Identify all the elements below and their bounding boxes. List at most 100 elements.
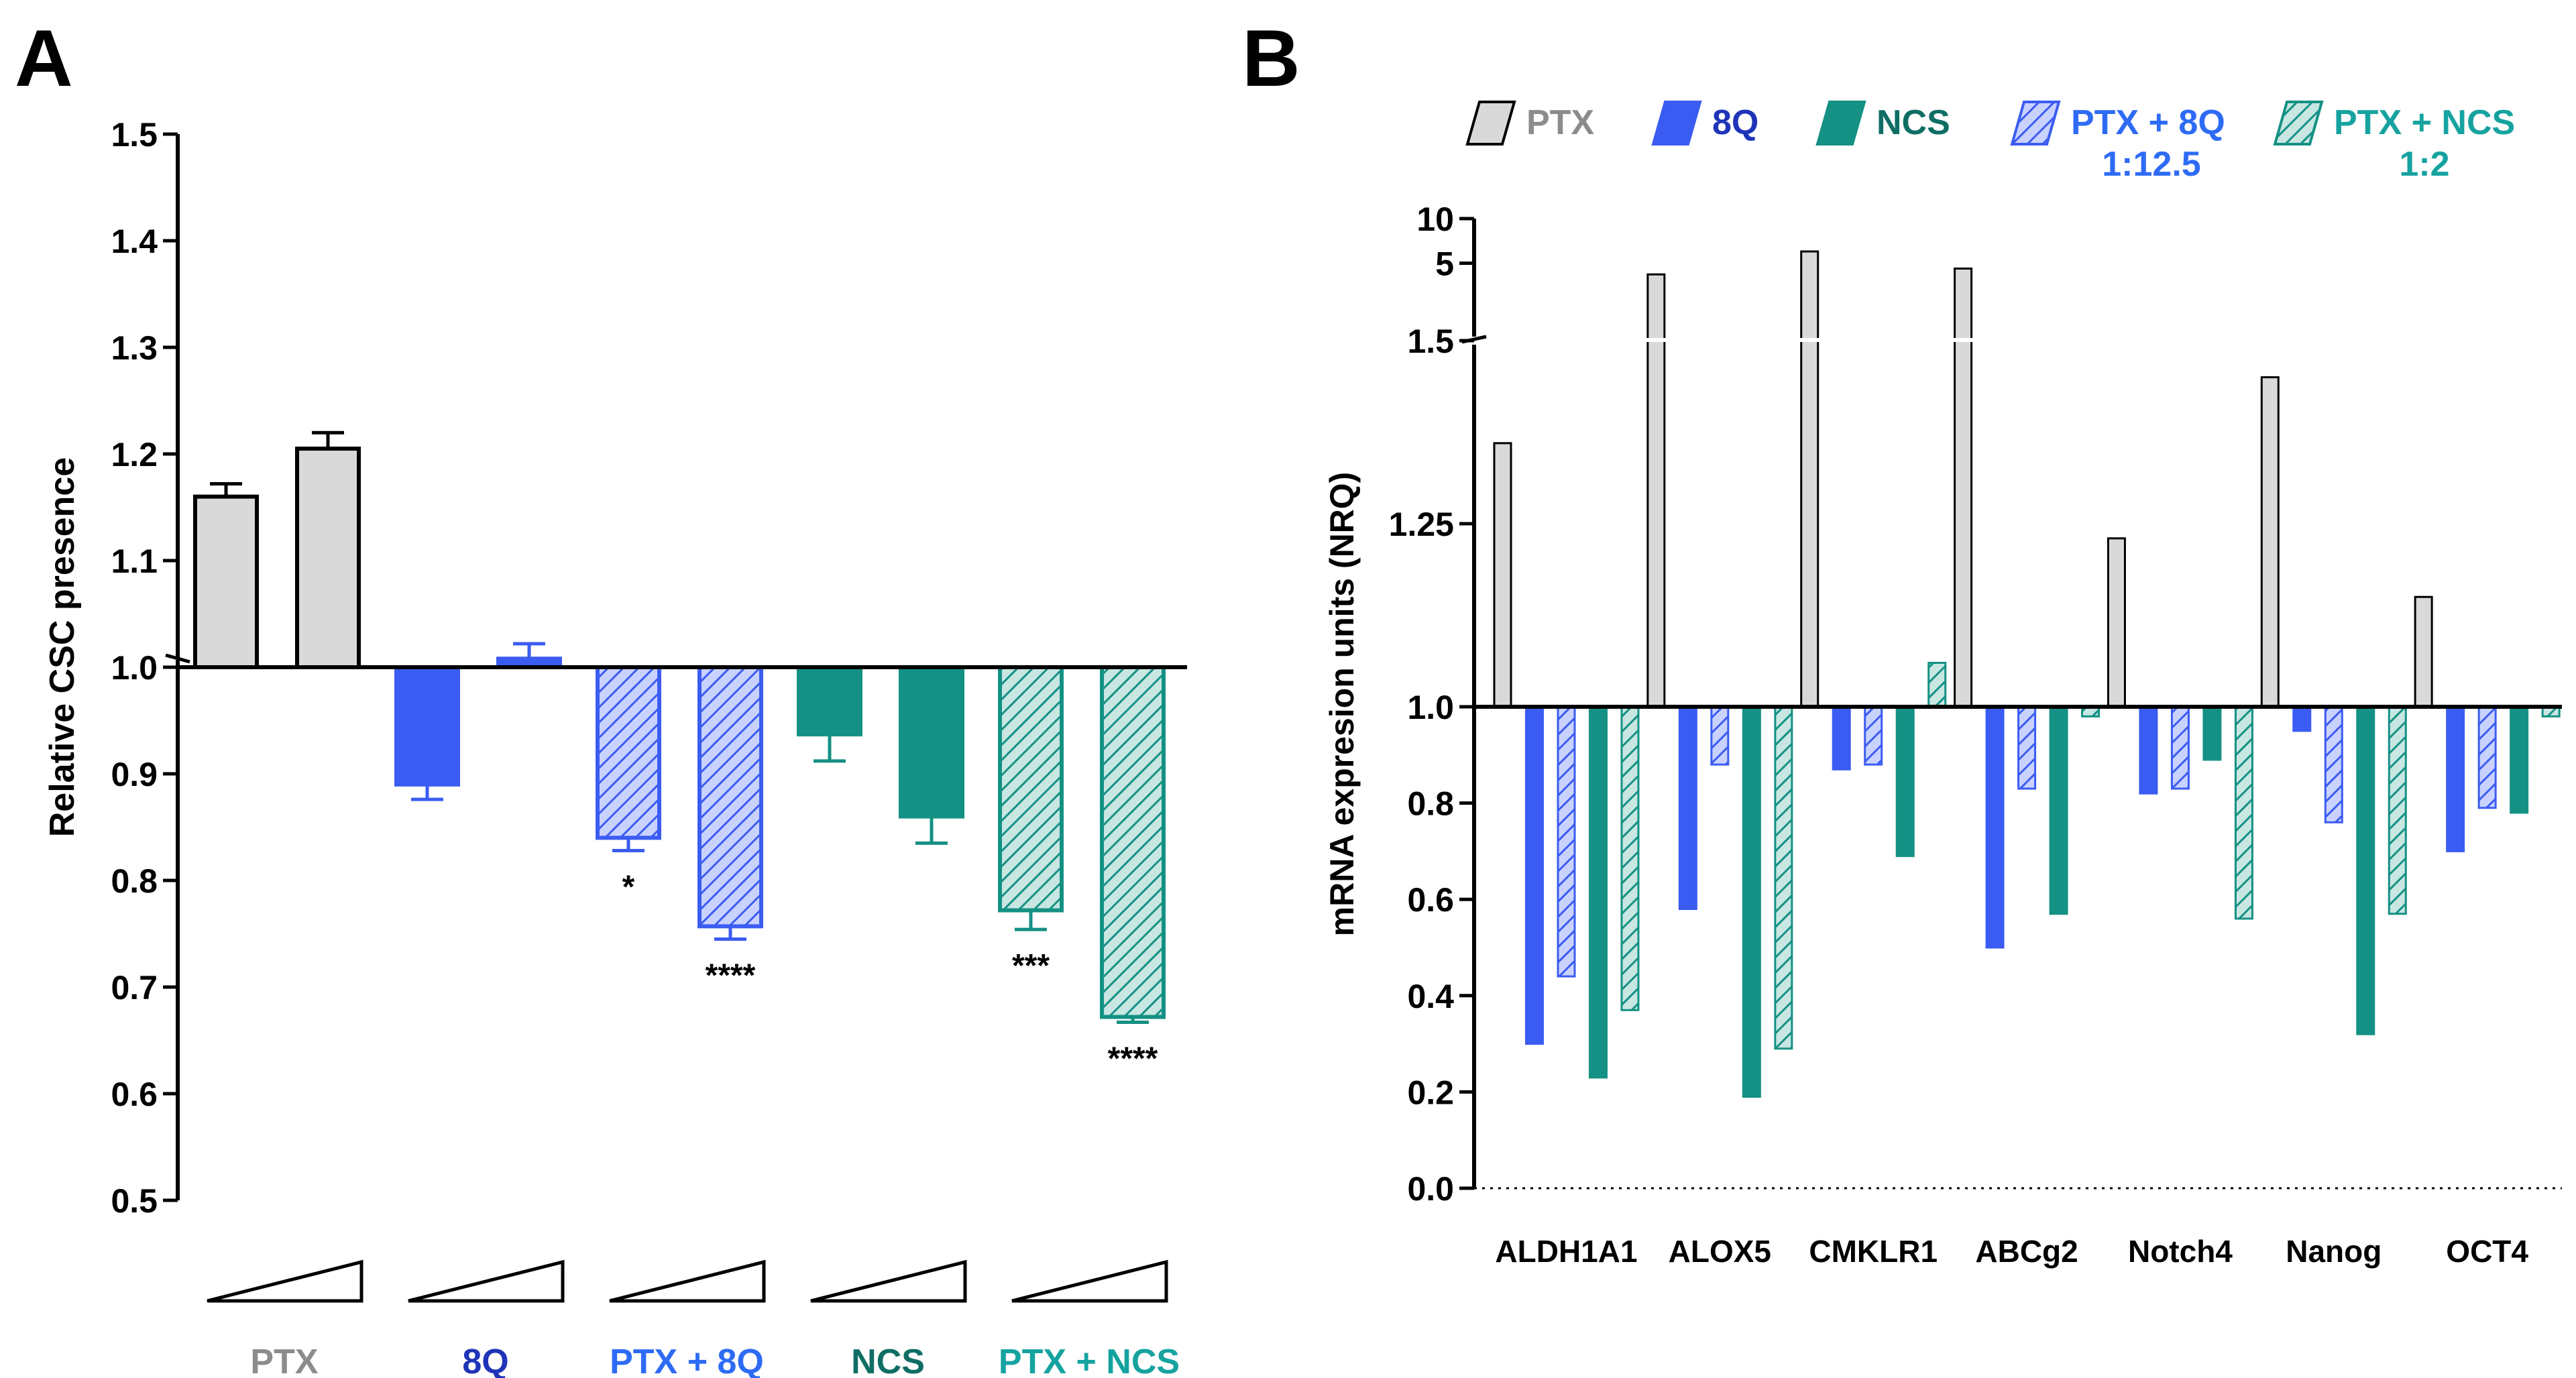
panel-a-ytick-label: 1.2 bbox=[111, 436, 158, 473]
panel-a-significance: **** bbox=[706, 958, 756, 993]
panel-a-label: A bbox=[15, 13, 73, 103]
panel-b-category-label: ABCg2 bbox=[1975, 1234, 2078, 1269]
panel-b-bar bbox=[1927, 661, 1947, 708]
panel-b-legend-swatch bbox=[1465, 101, 1516, 146]
panel-b-legend-swatch bbox=[1651, 101, 1702, 146]
panel-b-bar bbox=[2170, 705, 2190, 790]
panel-b-bar bbox=[1742, 705, 1761, 1098]
panel-b-legend-swatch bbox=[2273, 101, 2324, 146]
panel-b-category-label: Notch4 bbox=[2128, 1234, 2233, 1269]
panel-b-bar bbox=[2356, 705, 2375, 1035]
panel-b-bar bbox=[2017, 705, 2037, 790]
panel-b-bar bbox=[1800, 250, 1819, 708]
panel-b-ytick-label: 5 bbox=[1435, 245, 1454, 282]
panel-a-ytick-label: 1.4 bbox=[111, 223, 158, 260]
panel-b-bar-break bbox=[1799, 338, 1820, 342]
panel-a-group-label: PTX bbox=[250, 1342, 318, 1378]
panel-b-bar bbox=[2446, 705, 2465, 852]
panel-b-ytick-label: 0.6 bbox=[1407, 881, 1454, 919]
panel-b-ytick-label: 0.2 bbox=[1407, 1074, 1454, 1111]
panel-a-ytick-label: 0.5 bbox=[111, 1182, 158, 1220]
panel-b-ytick-label: 0.8 bbox=[1407, 785, 1454, 823]
panel-b-chart: mRNA expresion units (NRQ) 0.0 0.2 0.4 0.6 0… bbox=[1323, 101, 2562, 1269]
panel-b-legend-label-2: 1:2 bbox=[2399, 145, 2449, 184]
panel-a-dose-triangle bbox=[1011, 1259, 1168, 1303]
panel-a-group-label: PTX + 8Q bbox=[610, 1342, 764, 1378]
panel-b-category-label: CMKLR1 bbox=[1809, 1234, 1938, 1269]
panel-a-bar bbox=[1100, 665, 1166, 1019]
panel-a-ylabel: Relative CSC presence bbox=[43, 457, 82, 838]
panel-b-ylabel: mRNA expresion units (NRQ) bbox=[1323, 472, 1361, 937]
panel-b-ytick-label: 10 bbox=[1416, 200, 1454, 238]
panel-b-bar bbox=[2234, 705, 2253, 920]
panel-b-bar bbox=[1774, 705, 1793, 1050]
panel-a-dose-triangle bbox=[609, 1259, 766, 1303]
panel-a-dose-triangle bbox=[207, 1259, 363, 1303]
panel-b-bar bbox=[2324, 705, 2343, 823]
panel-b-legend-label: PTX + NCS bbox=[2334, 103, 2515, 142]
panel-b-bar bbox=[2292, 705, 2312, 732]
panel-b-bar bbox=[2260, 376, 2280, 708]
panel-b-bar bbox=[1710, 705, 1730, 766]
panel-b-ytick-label: 1.5 bbox=[1407, 323, 1454, 360]
panel-b-category-label: Nanog bbox=[2286, 1234, 2382, 1269]
panel-b-bar bbox=[1557, 705, 1576, 978]
panel-a-dose-triangle bbox=[408, 1259, 565, 1303]
panel-b-bar bbox=[1525, 705, 1544, 1045]
panel-b-bar bbox=[1493, 442, 1512, 708]
panel-b-legend-swatch bbox=[1815, 101, 1866, 146]
panel-a-bar bbox=[394, 665, 460, 787]
panel-b-bar bbox=[2510, 705, 2529, 814]
panel-a-axis-break bbox=[165, 653, 190, 664]
panel-a-group-label: NCS bbox=[851, 1342, 925, 1378]
panel-b-bar bbox=[2202, 705, 2222, 761]
panel-a-bar bbox=[998, 665, 1064, 913]
panel-b-bar-break bbox=[1952, 338, 1974, 342]
panel-b-bar bbox=[1832, 705, 1851, 770]
panel-b-bar bbox=[1954, 267, 1973, 708]
panel-b-legend-swatch bbox=[2010, 101, 2061, 146]
panel-a-ytick-label: 0.8 bbox=[111, 862, 158, 900]
panel-a-bar bbox=[899, 665, 964, 819]
panel-b-bar bbox=[1589, 705, 1608, 1079]
panel-b-bar-break bbox=[1645, 338, 1667, 342]
panel-a-bar bbox=[295, 447, 361, 669]
panel-b-bar bbox=[2107, 537, 2126, 708]
panel-a-bar bbox=[697, 665, 763, 929]
panel-b-category-label: ALOX5 bbox=[1669, 1234, 1771, 1269]
panel-a-ytick-label: 0.7 bbox=[111, 969, 158, 1007]
panel-b-ytick-label: 1.25 bbox=[1389, 506, 1454, 543]
panel-b-bar bbox=[1895, 705, 1915, 858]
panel-b-ytick-label: 0.4 bbox=[1407, 978, 1454, 1015]
panel-a-group-label: 8Q bbox=[462, 1342, 508, 1378]
panel-b-bar bbox=[2477, 705, 2497, 809]
panel-b-bar bbox=[2388, 705, 2407, 915]
panel-b-legend-label: PTX + 8Q bbox=[2071, 103, 2225, 142]
panel-b-bar bbox=[1985, 705, 2005, 949]
panel-a-ytick-label: 0.6 bbox=[111, 1076, 158, 1113]
panel-a-significance: * bbox=[622, 869, 635, 905]
panel-a-group-label: PTX + NCS bbox=[999, 1342, 1180, 1378]
panel-b-bar bbox=[2139, 705, 2158, 795]
panel-b-category-label: OCT4 bbox=[2446, 1234, 2528, 1269]
panel-a-ytick-label: 1.5 bbox=[111, 116, 158, 154]
panel-b-category-label: ALDH1A1 bbox=[1495, 1234, 1637, 1269]
panel-a-bar bbox=[193, 494, 259, 669]
panel-a-significance: *** bbox=[1012, 948, 1050, 984]
panel-b-legend-label: PTX bbox=[1526, 103, 1594, 142]
panel-a-bar bbox=[797, 665, 862, 737]
panel-a-significance: **** bbox=[1108, 1041, 1158, 1076]
panel-b-label: B bbox=[1242, 13, 1300, 103]
panel-b-legend-label: NCS bbox=[1877, 103, 1950, 142]
panel-b-bar bbox=[1678, 705, 1697, 911]
panel-b-ytick-label: 0.0 bbox=[1407, 1170, 1454, 1208]
panel-a-ytick-label: 1.0 bbox=[111, 649, 158, 687]
panel-a-ytick-label: 1.3 bbox=[111, 329, 158, 367]
panel-b-bar bbox=[2414, 595, 2433, 708]
panel-a-chart: Relative CSC presence 0.5 0.6 0.7 0.8 0.9 1.0… bbox=[43, 116, 1187, 1378]
panel-a-ytick-label: 0.9 bbox=[111, 756, 158, 793]
panel-a-bar bbox=[596, 665, 661, 840]
panel-b-bar bbox=[1620, 705, 1640, 1011]
panel-b-bar bbox=[1864, 705, 1883, 766]
